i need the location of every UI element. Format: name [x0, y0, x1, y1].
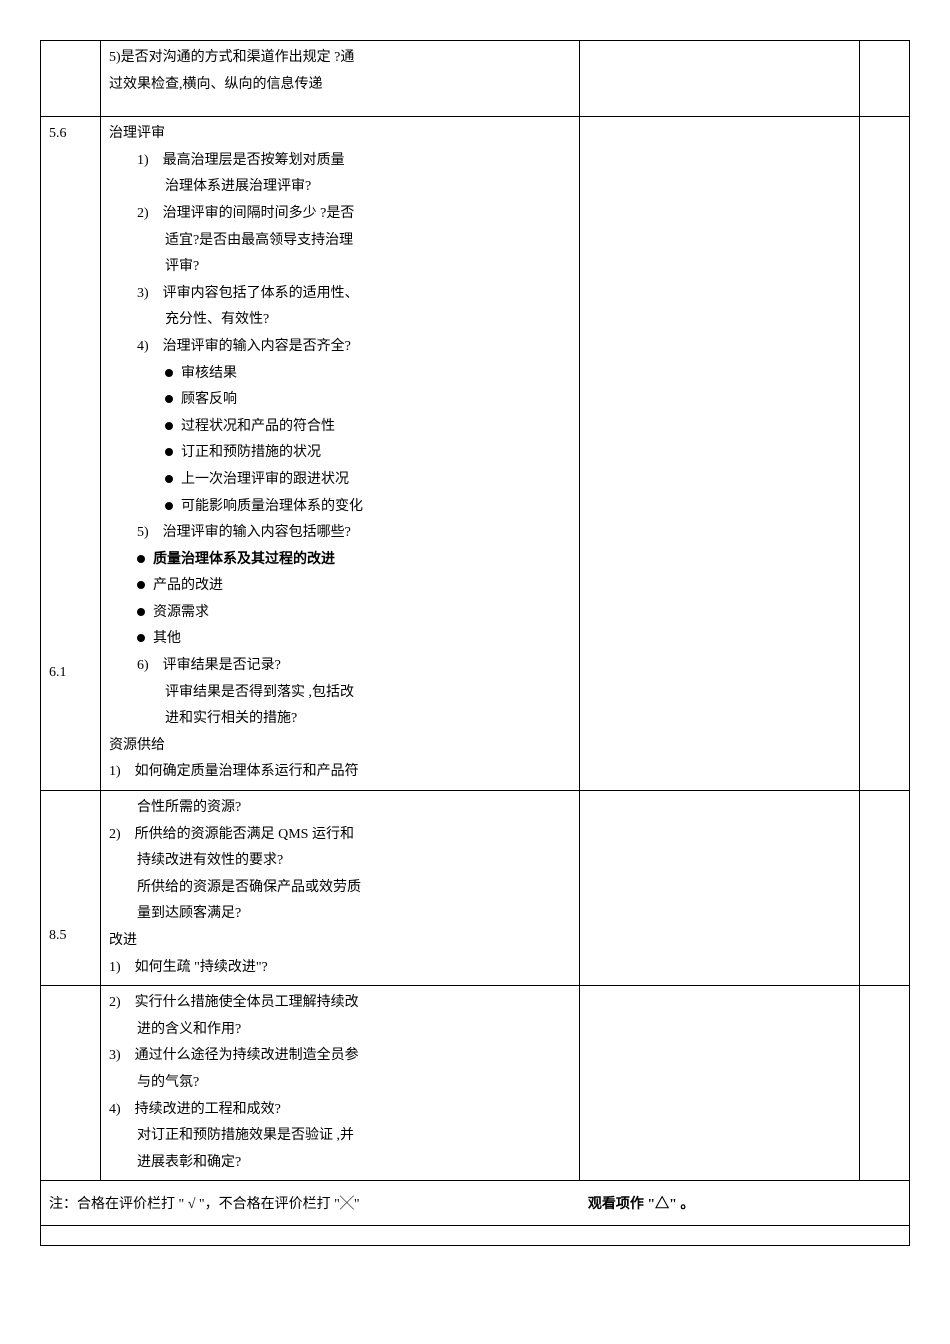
section-num: 5.6 — [49, 121, 92, 148]
bullet-item: 订正和预防措施的状况 — [109, 440, 571, 467]
bullet-text: 订正和预防措施的状况 — [181, 440, 321, 467]
cell-id-4 — [41, 986, 101, 1181]
bullet-icon — [165, 448, 173, 456]
list-item: 2) 所供给的资源能否满足 QMS 运行和 — [109, 822, 571, 849]
list-item: 治理体系进展治理评审? — [109, 174, 571, 201]
cell-mark-4 — [860, 986, 910, 1181]
bullet-icon — [165, 395, 173, 403]
bullet-item: 资源需求 — [109, 600, 571, 627]
row-note: 注：合格在评价栏打 " √ "，不合格在评价栏打 "╳" 观看项作 "△" 。 — [41, 1181, 910, 1226]
cell-mark-2 — [860, 117, 910, 791]
list-item: 1) 如何确定质量治理体系运行和产品符 — [109, 759, 571, 786]
bullet-icon — [137, 634, 145, 642]
section-title: 资源供给 — [109, 733, 571, 760]
list-item: 所供给的资源是否确保产品或效劳质 — [109, 875, 571, 902]
cell-eval-1 — [580, 41, 860, 117]
list-item: 评审结果是否得到落实 ,包括改 — [109, 680, 571, 707]
list-item: 5) 治理评审的输入内容包括哪些? — [109, 520, 571, 547]
list-item: 持续改进有效性的要求? — [109, 848, 571, 875]
bullet-text: 资源需求 — [153, 600, 209, 627]
bullet-text: 可能影响质量治理体系的变化 — [181, 494, 363, 521]
empty-cell — [41, 1226, 910, 1246]
list-item: 4) 持续改进的工程和成效? — [109, 1097, 571, 1124]
list-item: 1) 如何生疏 "持续改进"? — [109, 955, 571, 982]
row-85: 8.5 合性所需的资源? 2) 所供给的资源能否满足 QMS 运行和 持续改进有… — [41, 791, 910, 986]
cell-id-3: 8.5 — [41, 791, 101, 986]
bullet-icon — [137, 555, 145, 563]
row-85b: 2) 实行什么措施使全体员工理解持续改 进的含义和作用? 3) 通过什么途径为持… — [41, 986, 910, 1181]
list-item: 合性所需的资源? — [109, 795, 571, 822]
cell-content-4: 2) 实行什么措施使全体员工理解持续改 进的含义和作用? 3) 通过什么途径为持… — [100, 986, 579, 1181]
list-item: 2) 实行什么措施使全体员工理解持续改 — [109, 990, 571, 1017]
bullet-text: 产品的改进 — [153, 573, 223, 600]
list-item: 1) 最高治理层是否按筹划对质量 — [109, 148, 571, 175]
list-item: 适宜?是否由最高领导支持治理 — [109, 228, 571, 255]
note-text-right: 观看项作 "△" 。 — [588, 1197, 695, 1212]
bullet-item: 产品的改进 — [109, 573, 571, 600]
bullet-item: 其他 — [109, 626, 571, 653]
text-line: 5)是否对沟通的方式和渠道作出规定 ?通 — [109, 45, 571, 72]
bullet-item: 过程状况和产品的符合性 — [109, 414, 571, 441]
list-item: 2) 治理评审的间隔时间多少 ?是否 — [109, 201, 571, 228]
list-item: 量到达顾客满足? — [109, 901, 571, 928]
bullet-text-bold: 质量治理体系及其过程的改进 — [153, 547, 335, 574]
bullet-icon — [165, 502, 173, 510]
bullet-text: 顾客反响 — [181, 387, 237, 414]
list-item: 对订正和预防措施效果是否验证 ,并 — [109, 1123, 571, 1150]
bullet-icon — [165, 422, 173, 430]
list-item: 3) 通过什么途径为持续改进制造全员参 — [109, 1043, 571, 1070]
bullet-text: 过程状况和产品的符合性 — [181, 414, 335, 441]
text-line: 过效果检查,横向、纵向的信息传递 — [109, 72, 571, 99]
section-num: 8.5 — [49, 923, 92, 950]
cell-id-1 — [41, 41, 101, 117]
list-item: 充分性、有效性? — [109, 307, 571, 334]
section-num: 6.1 — [49, 660, 92, 687]
cell-mark-3 — [860, 791, 910, 986]
bullet-text: 其他 — [153, 626, 181, 653]
section-title: 治理评审 — [109, 121, 571, 148]
cell-content-2: 治理评审 1) 最高治理层是否按筹划对质量 治理体系进展治理评审? 2) 治理评… — [100, 117, 579, 791]
note-text-left: 注：合格在评价栏打 " √ "，不合格在评价栏打 "╳" — [49, 1197, 360, 1212]
list-item: 进的含义和作用? — [109, 1017, 571, 1044]
cell-eval-4 — [580, 986, 860, 1181]
list-item: 进和实行相关的措施? — [109, 706, 571, 733]
row-q5: 5)是否对沟通的方式和渠道作出规定 ?通 过效果检查,横向、纵向的信息传递 — [41, 41, 910, 117]
bullet-icon — [165, 475, 173, 483]
section-title: 改进 — [109, 928, 571, 955]
bullet-text: 审核结果 — [181, 361, 237, 388]
list-item: 进展表彰和确定? — [109, 1150, 571, 1177]
list-item: 4) 治理评审的输入内容是否齐全? — [109, 334, 571, 361]
cell-id-2: 5.6 6.1 — [41, 117, 101, 791]
note-right-cell: 观看项作 "△" 。 — [580, 1181, 910, 1226]
bullet-item: 上一次治理评审的跟进状况 — [109, 467, 571, 494]
bullet-item: 审核结果 — [109, 361, 571, 388]
list-item: 6) 评审结果是否记录? — [109, 653, 571, 680]
cell-mark-1 — [860, 41, 910, 117]
cell-content-3: 合性所需的资源? 2) 所供给的资源能否满足 QMS 运行和 持续改进有效性的要… — [100, 791, 579, 986]
bullet-item: 顾客反响 — [109, 387, 571, 414]
cell-eval-3 — [580, 791, 860, 986]
bullet-item: 可能影响质量治理体系的变化 — [109, 494, 571, 521]
note-left-cell: 注：合格在评价栏打 " √ "，不合格在评价栏打 "╳" — [41, 1181, 580, 1226]
bullet-text: 上一次治理评审的跟进状况 — [181, 467, 349, 494]
row-empty — [41, 1226, 910, 1246]
cell-content-1: 5)是否对沟通的方式和渠道作出规定 ?通 过效果检查,横向、纵向的信息传递 — [100, 41, 579, 117]
bullet-icon — [137, 581, 145, 589]
audit-table: 5)是否对沟通的方式和渠道作出规定 ?通 过效果检查,横向、纵向的信息传递 5.… — [40, 40, 910, 1246]
cell-eval-2 — [580, 117, 860, 791]
list-item: 3) 评审内容包括了体系的适用性、 — [109, 281, 571, 308]
list-item: 与的气氛? — [109, 1070, 571, 1097]
bullet-item: 质量治理体系及其过程的改进 — [109, 547, 571, 574]
row-56-61: 5.6 6.1 治理评审 1) 最高治理层是否按筹划对质量 治理体系进展治理评审… — [41, 117, 910, 791]
bullet-icon — [165, 369, 173, 377]
bullet-icon — [137, 608, 145, 616]
list-item: 评审? — [109, 254, 571, 281]
